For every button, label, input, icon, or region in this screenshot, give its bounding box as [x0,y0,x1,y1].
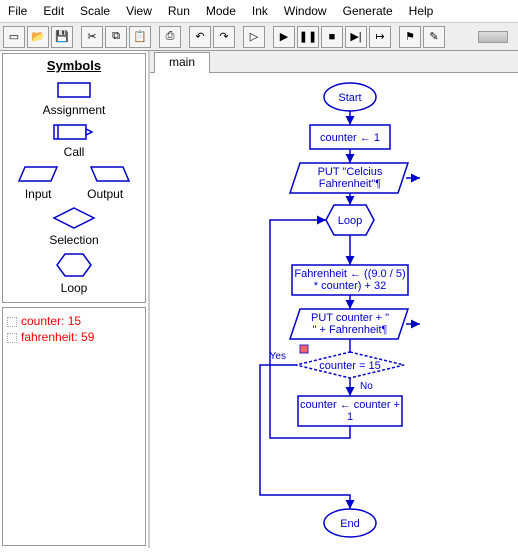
symbol-call-label: Call [7,145,141,159]
step-over-icon[interactable]: ↦ [369,26,391,48]
stop-icon[interactable]: ■ [321,26,343,48]
tab-main[interactable]: main [154,52,210,73]
redo-icon[interactable]: ↷ [213,26,235,48]
new-icon[interactable]: ▭ [3,26,25,48]
symbols-panel: Symbols Assignment Call Input Output Sel… [2,53,146,303]
svg-text:counter ← counter +: counter ← counter + [300,399,400,411]
left-pane: Symbols Assignment Call Input Output Sel… [0,51,150,548]
flowchart-svg: Start counter ← 1 PUT "Celcius Fahrenhei… [150,73,518,553]
svg-text:counter ← 1: counter ← 1 [320,132,380,144]
menu-ink[interactable]: Ink [244,2,276,20]
svg-text:Yes: Yes [270,351,286,362]
svg-text:* counter) + 32: * counter) + 32 [314,280,386,292]
svg-text:No: No [360,381,373,392]
svg-text:Fahrenheit ← ((9.0 / 5): Fahrenheit ← ((9.0 / 5) [294,268,405,280]
symbol-assignment-label: Assignment [7,103,141,117]
breakpoint-icon [300,345,308,353]
var-counter[interactable]: counter: 15 [7,314,141,328]
menu-file[interactable]: File [0,2,35,20]
menu-edit[interactable]: Edit [35,2,72,20]
play-icon[interactable]: ▶ [273,26,295,48]
svg-text:Loop: Loop [338,215,362,227]
symbol-call[interactable] [50,121,98,143]
symbols-title: Symbols [7,58,141,73]
symbol-assignment[interactable] [54,79,94,101]
symbol-input[interactable] [15,163,61,185]
menu-mode[interactable]: Mode [198,2,244,20]
svg-text:Start: Start [338,92,361,104]
menu-window[interactable]: Window [276,2,335,20]
toolbar: ▭📂💾 ✂⧉📋 ⎙ ↶↷ ▷ ▶❚❚■▶|↦ ⚑✎ [0,23,518,51]
menu-bar: FileEditScaleViewRunModeInkWindowGenerat… [0,0,518,23]
open-icon[interactable]: 📂 [27,26,49,48]
symbol-input-label: Input [25,187,52,201]
svg-text:counter = 15: counter = 15 [319,360,380,372]
svg-text:1: 1 [347,411,353,423]
tab-bar: main [150,51,518,73]
symbol-output[interactable] [87,163,133,185]
save-icon[interactable]: 💾 [51,26,73,48]
svg-text:" + Fahrenheit¶: " + Fahrenheit¶ [313,324,388,336]
undo-icon[interactable]: ↶ [189,26,211,48]
menu-generate[interactable]: Generate [335,2,401,20]
svg-text:End: End [340,518,360,530]
menu-scale[interactable]: Scale [72,2,118,20]
flowchart-canvas[interactable]: Start counter ← 1 PUT "Celcius Fahrenhei… [150,73,518,548]
symbol-loop[interactable] [51,251,97,279]
svg-text:PUT "Celcius: PUT "Celcius [318,166,383,178]
symbol-output-label: Output [87,187,123,201]
canvas-area: main [150,51,518,548]
symbol-selection[interactable] [51,205,97,231]
toolbar-grip [478,31,508,43]
symbol-selection-label: Selection [7,233,141,247]
symbol-loop-label: Loop [7,281,141,295]
pause-icon[interactable]: ❚❚ [297,26,319,48]
svg-text:PUT counter + ": PUT counter + " [311,312,389,324]
run-icon[interactable]: ▷ [243,26,265,48]
paste-icon[interactable]: 📋 [129,26,151,48]
marker-icon[interactable]: ⚑ [399,26,421,48]
print-icon[interactable]: ⎙ [159,26,181,48]
copy-icon[interactable]: ⧉ [105,26,127,48]
menu-help[interactable]: Help [401,2,442,20]
menu-run[interactable]: Run [160,2,198,20]
var-fahrenheit[interactable]: fahrenheit: 59 [7,330,141,344]
cut-icon[interactable]: ✂ [81,26,103,48]
svg-text:Fahrenheit"¶: Fahrenheit"¶ [319,178,381,190]
step-icon[interactable]: ▶| [345,26,367,48]
menu-view[interactable]: View [118,2,160,20]
variables-panel: counter: 15 fahrenheit: 59 [2,307,146,546]
pencil-icon[interactable]: ✎ [423,26,445,48]
